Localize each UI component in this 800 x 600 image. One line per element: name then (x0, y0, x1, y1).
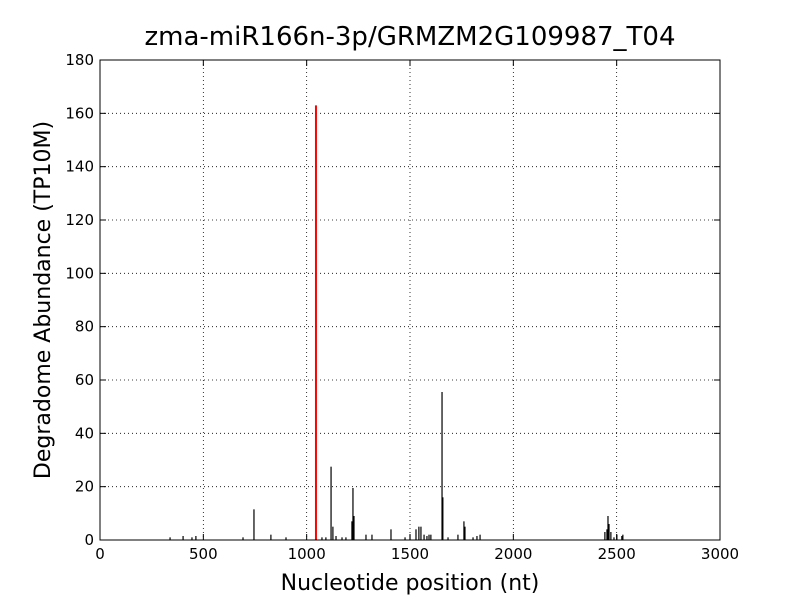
y-tick-label: 180 (65, 51, 94, 69)
y-tick-label: 160 (65, 104, 94, 122)
x-tick-label: 500 (189, 545, 218, 563)
x-tick-label: 1500 (391, 545, 429, 563)
x-tick-label: 1000 (288, 545, 326, 563)
x-tick-label: 3000 (701, 545, 739, 563)
x-axis-label: Nucleotide position (nt) (281, 571, 540, 596)
y-tick-label: 120 (65, 211, 94, 229)
x-tick-label: 2500 (598, 545, 636, 563)
x-tick-label: 2000 (494, 545, 532, 563)
y-tick-label: 0 (84, 531, 94, 549)
y-tick-label: 80 (75, 318, 94, 336)
x-tick-label: 0 (95, 545, 105, 563)
y-tick-label: 100 (65, 264, 94, 282)
y-tick-label: 20 (75, 478, 94, 496)
y-axis-label: Degradome Abundance (TP10M) (31, 121, 56, 479)
chart-title: zma-miR166n-3p/GRMZM2G109987_T04 (145, 22, 676, 52)
y-tick-label: 40 (75, 424, 94, 442)
plot-frame (99, 59, 721, 541)
y-tick-label: 60 (75, 371, 94, 389)
y-tick-label: 140 (65, 158, 94, 176)
